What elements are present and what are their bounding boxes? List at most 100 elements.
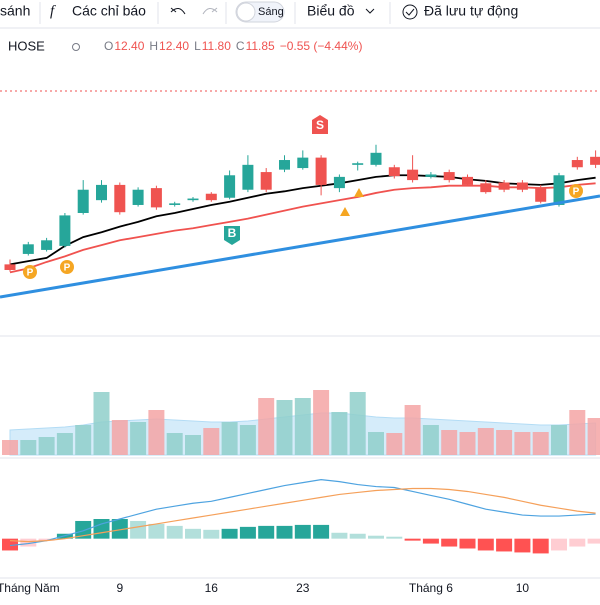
volume-bar — [422, 425, 439, 455]
exchange: HOSE — [8, 38, 45, 53]
volume-bar — [38, 437, 55, 455]
macd-histogram-bar — [258, 525, 275, 539]
candle-body — [590, 156, 600, 165]
volume-bar — [75, 425, 92, 455]
volume-bar — [313, 390, 330, 455]
volume-bar — [349, 392, 366, 455]
candle-body — [4, 264, 16, 270]
volume-bar — [368, 432, 384, 455]
ohlc-legend: O 12.40 H 12.40 L 11.80 C 11.85 −0.55 (−4.44%) — [104, 39, 362, 53]
sell-label: S — [316, 118, 324, 132]
volume-bar — [532, 432, 549, 455]
time-label: 10 — [516, 581, 530, 595]
candle-body — [279, 160, 290, 170]
volume-bar — [130, 422, 147, 455]
signal-triangle — [340, 207, 350, 216]
dropdown-arrow — [365, 8, 375, 14]
macd-histogram-bar — [404, 538, 421, 541]
candle-body — [462, 176, 473, 185]
time-label: 23 — [296, 581, 310, 595]
macd-histogram-bar — [20, 538, 37, 547]
volume-bar — [258, 398, 275, 455]
macd-histogram-bar — [368, 535, 384, 539]
check — [405, 8, 415, 16]
redo-button[interactable] — [202, 7, 218, 15]
macd-histogram-bar — [587, 538, 600, 544]
candle-body — [41, 240, 53, 250]
candle-body — [516, 182, 528, 190]
volume-bar — [20, 440, 37, 455]
candle-body — [407, 169, 419, 181]
volume-bar — [2, 440, 18, 455]
volume-bar — [441, 430, 458, 455]
macd-histogram-bar — [148, 523, 165, 539]
signal-triangle — [354, 188, 364, 197]
macd-histogram-bar — [551, 538, 567, 551]
volume-bar — [294, 398, 311, 455]
macd-histogram-bar — [276, 525, 293, 539]
macd-histogram-bar — [532, 538, 549, 554]
ohlc-value: 12.40 — [114, 39, 144, 53]
candle-body — [224, 175, 236, 198]
p-label: P — [64, 263, 71, 274]
macd-histogram-bar — [349, 533, 366, 539]
macd-histogram-bar — [569, 538, 586, 547]
ohlc-key: O — [104, 39, 113, 53]
macd-histogram-bar — [422, 538, 439, 544]
moving-average — [9, 174, 596, 266]
candle-body — [535, 187, 547, 202]
candle-body — [169, 203, 181, 205]
toolbar — [0, 0, 600, 28]
p-marker: P — [60, 260, 74, 274]
candle-body — [315, 157, 327, 185]
compare-button[interactable]: sánh — [0, 3, 30, 19]
candle-body — [480, 183, 492, 193]
volume-bar — [166, 433, 183, 455]
moving-average — [9, 182, 596, 274]
volume-bar — [148, 410, 165, 455]
indicators-button[interactable]: Các chỉ báo — [72, 3, 146, 19]
fx-icon[interactable]: f — [50, 3, 56, 19]
plot: Tháng Năm 9 16 23 Tháng 6 10 — [0, 144, 600, 595]
volume-bar — [569, 410, 586, 455]
p-marker: P — [23, 265, 37, 279]
macd-histogram-bar — [496, 538, 513, 552]
signal-line — [9, 487, 596, 543]
candle-body — [59, 215, 71, 246]
macd-histogram-bar — [38, 538, 55, 541]
volume-bar — [386, 433, 403, 455]
macd-histogram-bar — [313, 524, 330, 539]
macd-histogram-bar — [111, 519, 128, 539]
candle-body — [96, 184, 107, 201]
candle-body — [370, 152, 382, 165]
candle-body — [333, 176, 345, 189]
candle-body — [132, 189, 144, 205]
macd-histogram-bar — [514, 538, 531, 553]
undo-button[interactable] — [170, 7, 186, 15]
saved-icon — [402, 4, 418, 20]
autosave-status: Đã lưu tự động — [424, 3, 518, 19]
buy-label: B — [228, 226, 237, 240]
candle-body — [571, 160, 583, 168]
candle-body — [297, 157, 309, 169]
volume-bar — [331, 412, 348, 455]
ohlc-key: H — [149, 39, 158, 53]
time-label: 9 — [116, 581, 123, 595]
volume-bar — [496, 430, 513, 455]
volume-bar — [587, 418, 600, 455]
p-label: P — [27, 268, 34, 279]
macd-histogram-bar — [2, 538, 18, 551]
candle-body — [77, 189, 89, 213]
macd-histogram-bar — [185, 528, 201, 539]
macd-histogram-bar — [294, 524, 311, 539]
candle-body — [425, 174, 437, 177]
macd-histogram-bar — [331, 532, 348, 539]
volume-bar — [276, 400, 293, 455]
buy-marker: B — [224, 226, 240, 245]
volume-bar — [551, 425, 567, 455]
candle-body — [114, 184, 126, 213]
chart-type-button[interactable]: Biểu đồ — [307, 3, 355, 19]
macd-histogram-bar — [75, 520, 92, 539]
macd-histogram-bar — [221, 528, 238, 539]
